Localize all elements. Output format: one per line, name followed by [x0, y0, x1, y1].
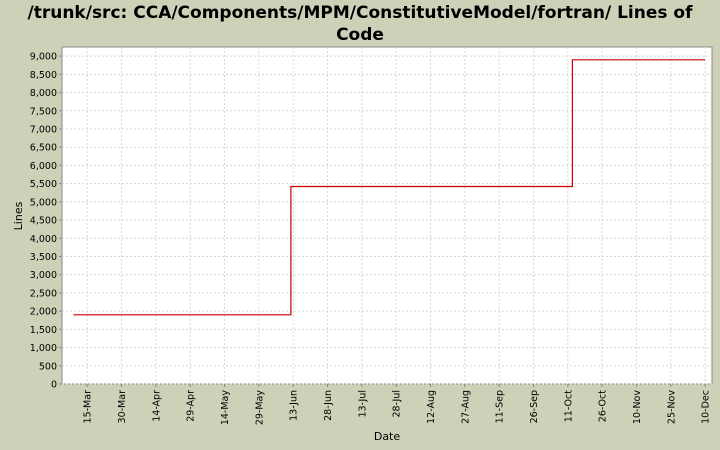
x-tick-label: 14-May	[220, 390, 231, 426]
y-tick-label: 2,000	[30, 307, 57, 318]
x-tick-label: 10-Dec	[701, 390, 712, 424]
grid	[62, 47, 712, 385]
chart-title-line-2: Code	[336, 25, 384, 45]
y-tick-label: 2,500	[30, 288, 57, 299]
y-axis-label: Lines	[12, 201, 25, 230]
x-tick-label: 26-Oct	[598, 390, 609, 422]
x-tick-label: 27-Aug	[460, 390, 471, 424]
x-tick-label: 10-Nov	[632, 390, 643, 424]
plot-area	[61, 46, 713, 385]
y-tick-label: 1,000	[30, 343, 57, 354]
y-tick-label: 9,000	[30, 52, 57, 63]
x-tick-label: 25-Nov	[666, 390, 677, 424]
y-tick-label: 0	[51, 380, 57, 391]
x-tick-label: 13-Jun	[289, 390, 300, 421]
x-tick-label: 29-Apr	[186, 390, 197, 422]
chart-title-line-1: /trunk/src: CCA/Components/MPM/Constitut…	[27, 3, 693, 23]
y-tick-label: 4,500	[30, 216, 57, 227]
y-tick-label: 6,000	[30, 161, 57, 172]
x-tick-label: 29-May	[254, 390, 265, 426]
y-tick-label: 6,500	[30, 143, 57, 154]
x-tick-label: 11-Oct	[563, 390, 574, 422]
y-tick-label: 7,000	[30, 124, 57, 135]
series-line	[73, 59, 706, 316]
y-tick-label: 3,000	[30, 270, 57, 281]
x-axis-label: Date	[374, 430, 401, 443]
x-tick-label: 11-Sep	[495, 390, 506, 423]
x-tick-label: 30-Mar	[117, 390, 128, 424]
y-tick-label: 8,500	[30, 70, 57, 81]
y-tick-label: 1,500	[30, 325, 57, 336]
x-tick-label: 15-Mar	[83, 390, 94, 424]
y-tick-label: 5,000	[30, 197, 57, 208]
chart-title: /trunk/src: CCA/Components/MPM/Constitut…	[0, 2, 720, 46]
y-tick-label: 5,500	[30, 179, 57, 190]
series-layer	[73, 59, 706, 316]
y-tick-label: 4,000	[30, 234, 57, 245]
y-tick-label: 500	[39, 361, 57, 372]
axes: 0 500 1,000 1,500 2,000 2,500 3,000 3,500 4,000 4…	[30, 52, 712, 426]
x-tick-label: 28-Jul	[392, 390, 403, 418]
x-tick-label: 12-Aug	[426, 390, 437, 424]
y-tick-label: 3,500	[30, 252, 57, 263]
x-tick-label: 28-Jun	[323, 390, 334, 421]
x-tick-label: 14-Apr	[151, 390, 162, 422]
y-tick-label: 7,500	[30, 106, 57, 117]
x-tick-label: 26-Sep	[529, 390, 540, 423]
y-tick-label: 8,000	[30, 88, 57, 99]
x-tick-label: 13-Jul	[357, 390, 368, 418]
